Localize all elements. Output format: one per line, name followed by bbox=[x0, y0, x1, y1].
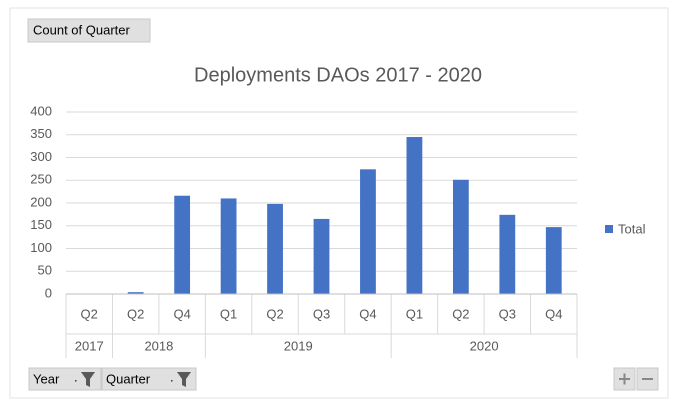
bar bbox=[313, 218, 330, 294]
plus-icon bbox=[619, 373, 630, 385]
legend-swatch bbox=[605, 225, 613, 233]
bar bbox=[452, 179, 469, 294]
value-field-button[interactable] bbox=[27, 18, 151, 43]
x-tick-label: Q3 bbox=[313, 306, 330, 321]
group-label: 2020 bbox=[470, 338, 499, 353]
y-tick-label: 350 bbox=[30, 126, 52, 141]
x-tick-label: Q2 bbox=[266, 306, 283, 321]
y-tick-label: 200 bbox=[30, 194, 52, 209]
y-tick-label: 250 bbox=[30, 172, 52, 187]
legend-label: Total bbox=[618, 221, 646, 236]
x-tick-label: Q2 bbox=[81, 306, 98, 321]
filter-icon[interactable] bbox=[177, 372, 191, 387]
bar bbox=[127, 292, 144, 294]
group-label: 2019 bbox=[284, 338, 313, 353]
y-tick-label: 50 bbox=[38, 263, 52, 278]
y-tick-label: 150 bbox=[30, 217, 52, 232]
bar bbox=[174, 195, 191, 294]
x-tick-label: Q1 bbox=[406, 306, 423, 321]
bar bbox=[220, 198, 237, 294]
x-tick-label: Q1 bbox=[220, 306, 237, 321]
value-field-label: Count of Quarter bbox=[33, 22, 130, 37]
filter-dot: . bbox=[170, 369, 174, 384]
x-tick-label: Q2 bbox=[127, 306, 144, 321]
filter-icon[interactable] bbox=[81, 372, 95, 387]
bar bbox=[267, 203, 283, 294]
year-field-label: Year bbox=[33, 371, 60, 386]
y-tick-label: 0 bbox=[45, 285, 52, 300]
x-tick-label: Q4 bbox=[173, 306, 190, 321]
y-tick-label: 300 bbox=[30, 149, 52, 164]
bar bbox=[406, 137, 423, 294]
filter-dot: . bbox=[74, 369, 78, 384]
bar bbox=[360, 169, 376, 294]
group-label: 2018 bbox=[144, 338, 173, 353]
x-tick-label: Q4 bbox=[359, 306, 376, 321]
bar bbox=[545, 227, 562, 294]
x-tick-label: Q3 bbox=[499, 306, 516, 321]
bar bbox=[499, 214, 516, 294]
y-tick-label: 400 bbox=[30, 103, 52, 118]
chart-title: Deployments DAOs 2017 - 2020 bbox=[194, 64, 482, 86]
group-label: 2017 bbox=[75, 338, 104, 353]
y-tick-label: 100 bbox=[30, 240, 52, 255]
x-tick-label: Q2 bbox=[452, 306, 469, 321]
quarter-field-label: Quarter bbox=[106, 371, 151, 386]
quarter-field-button[interactable] bbox=[101, 367, 197, 391]
x-tick-label: Q4 bbox=[545, 306, 562, 321]
